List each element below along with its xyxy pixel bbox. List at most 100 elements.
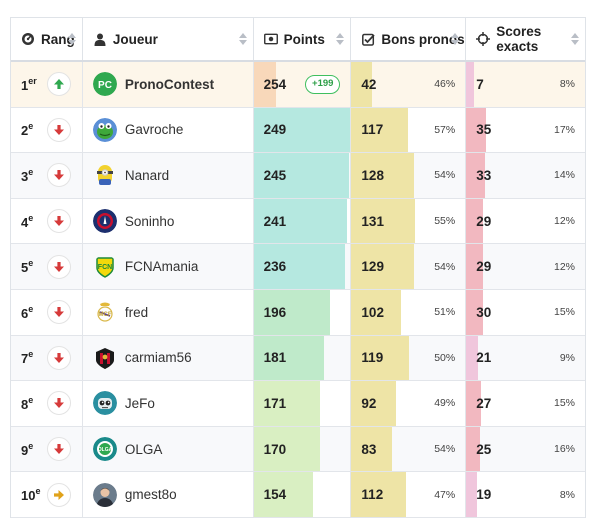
- rank-number: 8e: [21, 395, 43, 412]
- bons-pronos-cell: 131 55%: [351, 198, 467, 244]
- svg-text:OLGA: OLGA: [98, 447, 113, 453]
- checkbox-icon: [361, 32, 375, 46]
- player-cell[interactable]: Soninho: [83, 198, 254, 244]
- player-cell[interactable]: gmest8o: [83, 472, 254, 517]
- player-cell[interactable]: PC PronoContest: [83, 62, 254, 107]
- scores-exacts-percent: 15%: [553, 397, 575, 410]
- bons-pronos-percent: 57%: [434, 123, 456, 136]
- points-bar: [253, 289, 330, 335]
- rank-number: 2e: [21, 121, 43, 138]
- bons-pronos-percent: 54%: [434, 260, 456, 273]
- player-name[interactable]: carmiam56: [124, 350, 192, 366]
- table-row[interactable]: 6e MCF fred 196 102 51% 30 15%: [11, 289, 585, 336]
- rank-value: 8: [21, 396, 29, 412]
- sort-icon[interactable]: [451, 33, 460, 45]
- player-name[interactable]: FCNAmania: [124, 259, 199, 275]
- table-row[interactable]: 9e OLGA OLGA 170 83 54% 25 16%: [11, 426, 585, 473]
- scores-exacts-cell: 27 15%: [466, 381, 585, 426]
- player-name[interactable]: Nanard: [124, 167, 170, 183]
- column-header-player[interactable]: Joueur: [83, 18, 254, 60]
- rank-number: 5e: [21, 258, 43, 275]
- column-header-rank[interactable]: Rang: [11, 18, 83, 60]
- svg-text:MCF: MCF: [98, 312, 111, 318]
- player-name[interactable]: PronoContest: [124, 76, 215, 92]
- bons-pronos-percent: 55%: [434, 215, 456, 228]
- table-row[interactable]: 4e Soninho 241 131 55% 29 12%: [11, 198, 585, 245]
- scores-exacts-cell: 7 8%: [466, 62, 585, 107]
- scores-exacts-value: 19: [476, 487, 492, 503]
- real-madrid-avatar: MCF: [93, 300, 117, 324]
- table-row[interactable]: 3e Nanard 245 128 54% 33 14%: [11, 153, 585, 199]
- trend-down-icon: [47, 209, 71, 234]
- bons-pronos-bar: [351, 198, 416, 244]
- trend-down-icon: [47, 391, 71, 416]
- rank-cell: 3e: [11, 153, 83, 198]
- scores-exacts-bar: [466, 244, 484, 289]
- rank-suffix: e: [28, 303, 34, 314]
- bons-pronos-cell: 42 46%: [351, 62, 467, 107]
- points-value: 241: [263, 213, 287, 229]
- player-cell[interactable]: carmiam56: [83, 335, 254, 381]
- rank-cell: 4e: [11, 198, 83, 244]
- scores-exacts-percent: 15%: [553, 306, 575, 319]
- column-header-points-label: Points: [283, 31, 325, 47]
- player-cell[interactable]: Gavroche: [83, 107, 254, 153]
- player-cell[interactable]: Nanard: [83, 153, 254, 198]
- player-cell[interactable]: FCN FCNAmania: [83, 244, 254, 289]
- rank-cell: 6e: [11, 289, 83, 335]
- sort-icon[interactable]: [571, 33, 579, 45]
- rank-value: 1: [21, 77, 29, 93]
- points-cell: 241: [253, 198, 352, 244]
- column-header-bons-pronos-label: Bons pronos: [381, 31, 465, 47]
- column-header-bons-pronos[interactable]: Bons pronos: [351, 18, 467, 60]
- svg-text:PC: PC: [98, 80, 112, 91]
- rank-value: 2: [21, 123, 29, 139]
- sort-icon[interactable]: [67, 33, 76, 45]
- player-cell[interactable]: JeFo: [83, 381, 254, 426]
- table-row[interactable]: 5e FCN FCNAmania 236 129 54% 29 12%: [11, 244, 585, 290]
- player-name[interactable]: JeFo: [124, 395, 155, 411]
- column-header-points[interactable]: Points: [254, 18, 352, 60]
- bons-pronos-cell: 83 54%: [351, 426, 467, 472]
- rank-suffix: e: [28, 121, 34, 132]
- table-row[interactable]: 1er PC PronoContest 254 +199 42 46% 7 8%: [11, 62, 585, 108]
- player-cell[interactable]: MCF fred: [83, 289, 254, 335]
- player-cell[interactable]: OLGA OLGA: [83, 426, 254, 472]
- column-header-scores-exacts[interactable]: Scores exacts: [466, 18, 585, 60]
- sort-icon[interactable]: [238, 33, 247, 45]
- points-cell: 171: [253, 381, 352, 426]
- scores-exacts-cell: 29 12%: [466, 244, 585, 289]
- points-cell: 254 +199: [253, 62, 352, 107]
- player-name[interactable]: Soninho: [124, 213, 175, 229]
- rank-suffix: e: [35, 486, 41, 497]
- rank-number: 3e: [21, 167, 43, 184]
- scores-exacts-bar: [466, 62, 475, 107]
- player-name[interactable]: fred: [124, 304, 149, 320]
- table-row[interactable]: 8e JeFo 171 92 49% 27 15%: [11, 381, 585, 427]
- trend-down-icon: [47, 163, 71, 188]
- player-name[interactable]: OLGA: [124, 441, 163, 457]
- points-cell: 170: [253, 426, 352, 472]
- bons-pronos-percent: 46%: [434, 78, 456, 91]
- rank-suffix: e: [28, 258, 34, 269]
- table-row[interactable]: 7e carmiam56 181 119 50% 21 9%: [11, 335, 585, 382]
- scores-exacts-cell: 30 15%: [466, 289, 585, 335]
- points-value: 254: [263, 76, 287, 92]
- scores-exacts-value: 27: [476, 395, 492, 411]
- scores-exacts-bar: [466, 426, 481, 472]
- bons-pronos-bar: [351, 426, 393, 472]
- pc-logo: PC: [92, 72, 117, 97]
- bons-pronos-bar: [351, 472, 407, 517]
- olga-avatar: OLGA: [92, 437, 117, 462]
- bons-pronos-cell: 102 51%: [351, 289, 467, 335]
- scores-exacts-value: 29: [476, 259, 492, 275]
- table-row[interactable]: 2e Gavroche 249 117 57% 35 17%: [11, 107, 585, 154]
- points-gain-badge: +199: [305, 75, 341, 94]
- bons-pronos-value: 129: [361, 259, 384, 275]
- player-name[interactable]: gmest8o: [124, 487, 177, 503]
- points-value: 154: [263, 487, 287, 503]
- table-row[interactable]: 10e gmest8o 154 112 47% 19 8%: [11, 472, 585, 518]
- bons-pronos-value: 102: [361, 304, 384, 320]
- player-name[interactable]: Gavroche: [124, 122, 184, 138]
- sort-icon[interactable]: [336, 33, 345, 45]
